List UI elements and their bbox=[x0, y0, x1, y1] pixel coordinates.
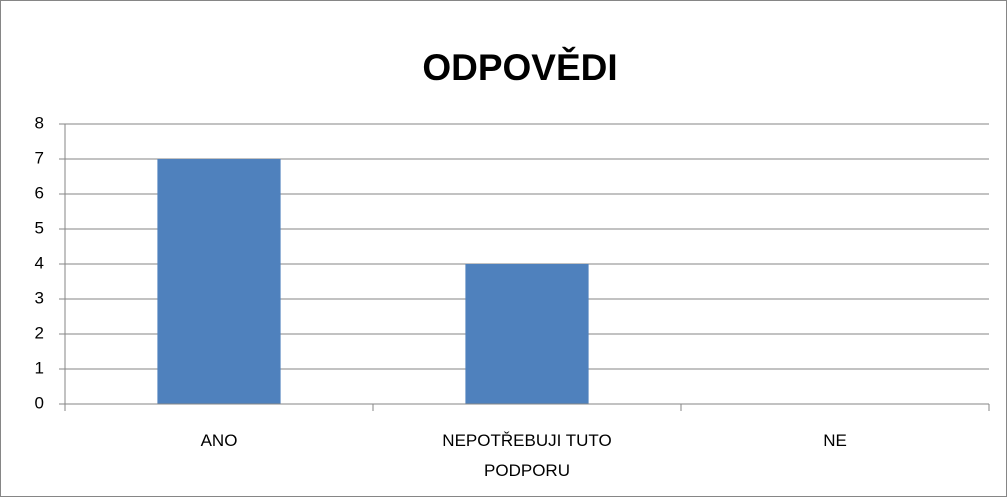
y-tick-label: 0 bbox=[35, 393, 44, 412]
x-tick-label: ANO bbox=[200, 431, 238, 450]
y-tick-label: 2 bbox=[35, 323, 44, 342]
y-tick-label: 6 bbox=[35, 183, 44, 202]
chart-title: ODPOVĚDI bbox=[422, 46, 617, 88]
y-tick-label: 8 bbox=[35, 113, 44, 132]
bar bbox=[157, 159, 281, 404]
x-label-box: NEPOTŘEBUJI TUTO PODPORU bbox=[442, 431, 612, 480]
y-tick-label: 4 bbox=[35, 253, 44, 272]
x-tick-label: NE bbox=[823, 431, 847, 450]
y-tick-label: 5 bbox=[35, 218, 44, 237]
x-label-box: NE bbox=[823, 431, 847, 450]
x-label-box: ANO bbox=[200, 431, 238, 450]
y-tick-label: 7 bbox=[35, 148, 44, 167]
x-tick-label: NEPOTŘEBUJI TUTO PODPORU bbox=[442, 431, 612, 480]
bar bbox=[465, 264, 589, 404]
y-tick-label: 3 bbox=[35, 288, 44, 307]
y-tick-label: 1 bbox=[35, 358, 44, 377]
